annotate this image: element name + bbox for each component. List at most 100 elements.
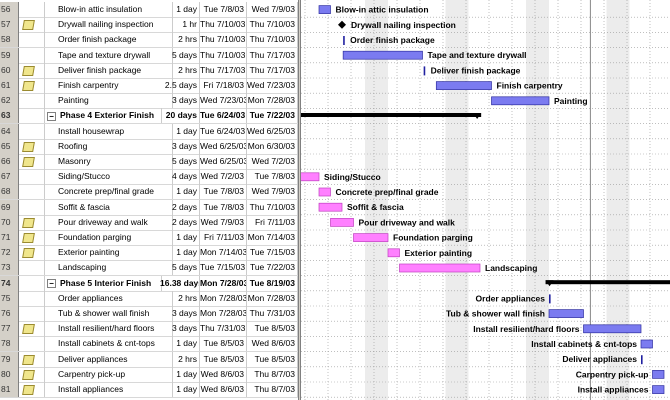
note-icon[interactable] xyxy=(22,81,35,91)
task-bar[interactable] xyxy=(318,187,331,197)
task-bar[interactable] xyxy=(330,218,354,227)
milestone-diamond[interactable] xyxy=(338,20,346,29)
milestone-tick[interactable] xyxy=(549,294,551,304)
task-name[interactable]: Deliver appliances xyxy=(45,351,173,367)
table-row[interactable]: 59 Tape and texture drywall 5 days Thu 7/10… xyxy=(0,47,298,64)
task-name[interactable]: Blow-in attic insulation xyxy=(45,2,173,17)
task-bar[interactable] xyxy=(301,172,320,182)
task-bar[interactable] xyxy=(491,96,550,106)
table-row[interactable]: 62 Painting 3 days Wed 7/23/03 Mon 7/28/03 xyxy=(0,93,298,110)
task-bar[interactable] xyxy=(652,385,665,394)
note-icon[interactable] xyxy=(22,324,35,335)
note-icon[interactable] xyxy=(22,233,35,243)
table-row[interactable]: 61 Finish carpentry 2.5 days Fri 7/18/03 Wed… xyxy=(0,78,298,94)
task-name[interactable]: Deliver finish package xyxy=(45,62,173,78)
table-row[interactable]: 58 Order finish package 2 hrs Thu 7/10/03 Th… xyxy=(0,32,298,49)
note-icon[interactable] xyxy=(22,354,35,365)
pane-splitter[interactable] xyxy=(298,0,301,400)
task-finish-text: Thu 7/10/03 xyxy=(249,19,295,30)
table-row[interactable]: 71 Foundation parging 1 day Fri 7/11/03 Mon … xyxy=(0,230,298,246)
table-row[interactable]: 56 Blow-in attic insulation 1 day Tue 7/8/0… xyxy=(0,2,298,18)
task-name[interactable]: Soffit & fascia xyxy=(45,199,173,215)
summary-row[interactable]: 74− Phase 5 Interior Finish 16.38 days Mon … xyxy=(0,275,298,292)
table-row[interactable]: 80 Carpentry pick-up 1 day Wed 8/6/03 Thu 8/… xyxy=(0,366,298,383)
task-bar[interactable] xyxy=(640,339,653,349)
task-bar[interactable] xyxy=(652,370,665,379)
milestone-tick[interactable] xyxy=(343,36,345,45)
bar-label: Landscaping xyxy=(485,263,537,273)
task-bar[interactable] xyxy=(387,248,400,258)
task-bar[interactable] xyxy=(318,202,343,212)
task-name[interactable]: Order finish package xyxy=(45,32,173,48)
table-row[interactable]: 69 Soffit & fascia 2 days Tue 7/8/03 Thu 7/1… xyxy=(0,199,298,216)
task-bar[interactable] xyxy=(342,50,423,60)
table-row[interactable]: 75 Order appliances 2 hrs Mon 7/28/03 Mon 7/… xyxy=(0,290,298,307)
task-name[interactable]: Install housewrap xyxy=(45,123,173,139)
summary-row[interactable]: 63− Phase 4 Exterior Finish 20 days Tue 6/2… xyxy=(0,108,298,125)
note-icon[interactable] xyxy=(22,385,35,395)
task-finish-text: Mon 7/28/03 xyxy=(247,292,295,303)
task-bar[interactable] xyxy=(548,309,584,318)
note-icon[interactable] xyxy=(22,217,35,228)
table-row[interactable]: 77 Install resilient/hard floors 3 days Thu… xyxy=(0,321,298,338)
task-name[interactable]: Order appliances xyxy=(45,290,173,306)
milestone-tick[interactable] xyxy=(641,355,643,365)
task-name[interactable]: Install cabinets & cnt-tops xyxy=(45,336,173,352)
table-row[interactable]: 68 Concrete prep/final grade 1 day Tue 7/8/… xyxy=(0,184,298,201)
table-row[interactable]: 76 Tub & shower wall finish 3 days Mon 7/28… xyxy=(0,306,298,322)
task-id: 68 xyxy=(0,184,19,200)
table-row[interactable]: 67 Siding/Stucco 4 days Wed 7/2/03 Tue 7/8/0… xyxy=(0,169,298,186)
task-name[interactable]: Siding/Stucco xyxy=(45,169,173,185)
table-row[interactable]: 78 Install cabinets & cnt-tops 1 day Tue 8/… xyxy=(0,336,298,353)
note-icon[interactable] xyxy=(22,141,35,152)
note-icon[interactable] xyxy=(22,369,35,380)
table-row[interactable]: 64 Install housewrap 1 day Tue 6/24/03 Wed 6… xyxy=(0,123,298,140)
task-bar[interactable] xyxy=(435,81,492,90)
note-icon[interactable] xyxy=(22,65,35,76)
note-icon[interactable] xyxy=(22,20,35,31)
task-name[interactable]: Tub & shower wall finish xyxy=(45,306,173,321)
task-bar[interactable] xyxy=(318,5,331,14)
task-bar[interactable] xyxy=(399,263,481,273)
task-duration: 2 hrs xyxy=(160,32,200,48)
task-name[interactable]: Finish carpentry xyxy=(45,78,173,93)
collapse-icon[interactable]: − xyxy=(47,111,56,121)
indicator-cell xyxy=(18,382,45,397)
task-bar[interactable] xyxy=(353,233,389,242)
table-row[interactable]: 65 Roofing 3 days Wed 6/25/03 Mon 6/30/03 xyxy=(0,138,298,155)
collapse-icon[interactable]: − xyxy=(47,278,56,288)
task-name[interactable]: Roofing xyxy=(45,138,173,154)
task-name[interactable]: Install appliances xyxy=(45,382,173,397)
task-bar[interactable] xyxy=(583,324,642,334)
table-row[interactable]: 70 Pour driveway and walk 2 days Wed 7/9/03… xyxy=(0,214,298,231)
table-row[interactable]: 73 Landscaping 5 days Tue 7/15/03 Tue 7/22/0… xyxy=(0,260,298,277)
summary-bar[interactable] xyxy=(301,113,482,117)
task-name[interactable]: Landscaping xyxy=(45,260,173,276)
task-duration-text: 2 hrs xyxy=(178,292,197,303)
summary-bar[interactable] xyxy=(545,280,670,285)
task-name[interactable]: Exterior painting xyxy=(45,245,173,261)
task-name[interactable]: Foundation parging xyxy=(45,230,173,245)
task-name[interactable]: − Phase 4 Exterior Finish xyxy=(45,108,162,124)
task-name[interactable]: Tape and texture drywall xyxy=(45,47,173,63)
task-name[interactable]: Drywall nailing inspection xyxy=(45,17,173,33)
table-row[interactable]: 66 Masonry 5 days Wed 6/25/03 Wed 7/2/03 xyxy=(0,154,298,170)
task-name[interactable]: − Phase 5 Interior Finish xyxy=(45,275,162,291)
task-finish-text: Wed 7/9/03 xyxy=(251,186,295,197)
task-name[interactable]: Carpentry pick-up xyxy=(45,366,173,382)
task-name[interactable]: Painting xyxy=(45,93,173,109)
task-name[interactable]: Install resilient/hard floors xyxy=(45,321,173,337)
table-row[interactable]: 60 Deliver finish package 2 hrs Thu 7/17/03… xyxy=(0,62,298,79)
table-row[interactable]: 57 Drywall nailing inspection 1 hr Thu 7/10… xyxy=(0,17,298,34)
milestone-tick[interactable] xyxy=(423,66,426,76)
note-icon[interactable] xyxy=(22,157,35,167)
task-name[interactable]: Masonry xyxy=(45,154,173,169)
note-icon[interactable] xyxy=(22,248,35,259)
task-id: 61 xyxy=(0,78,19,93)
table-row[interactable]: 79 Deliver appliances 2 hrs Tue 8/5/03 Tue 8… xyxy=(0,351,298,368)
task-id-text: 61 xyxy=(1,80,11,90)
table-row[interactable]: 81 Install appliances 1 day Wed 8/6/03 Thu 8… xyxy=(0,382,298,398)
table-row[interactable]: 72 Exterior painting 1 day Mon 7/14/03 Tue 7… xyxy=(0,245,298,262)
task-name[interactable]: Concrete prep/final grade xyxy=(45,184,173,200)
task-name[interactable]: Pour driveway and walk xyxy=(45,214,173,230)
